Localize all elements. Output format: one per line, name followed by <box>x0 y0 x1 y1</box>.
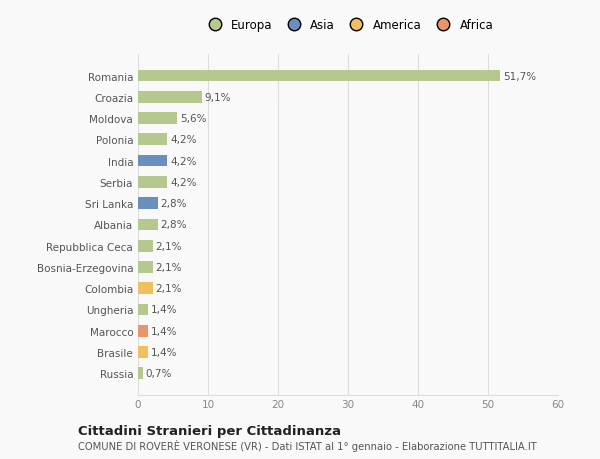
Legend: Europa, Asia, America, Africa: Europa, Asia, America, Africa <box>200 17 496 34</box>
Bar <box>138 283 152 294</box>
Text: 4,2%: 4,2% <box>170 135 197 145</box>
Bar <box>138 241 152 252</box>
Text: 2,8%: 2,8% <box>160 199 187 209</box>
Bar <box>138 177 167 188</box>
Text: 2,1%: 2,1% <box>155 241 182 251</box>
Bar <box>138 347 148 358</box>
Bar <box>138 262 152 273</box>
Text: 1,4%: 1,4% <box>151 305 177 315</box>
Bar <box>138 198 158 209</box>
Bar <box>138 92 202 103</box>
Text: 0,7%: 0,7% <box>146 369 172 379</box>
Bar <box>138 304 148 316</box>
Text: 5,6%: 5,6% <box>180 114 206 124</box>
Text: 1,4%: 1,4% <box>151 347 177 357</box>
Text: 4,2%: 4,2% <box>170 156 197 166</box>
Bar <box>138 219 158 231</box>
Bar <box>138 71 500 82</box>
Text: 2,1%: 2,1% <box>155 284 182 294</box>
Bar <box>138 368 143 379</box>
Text: 2,1%: 2,1% <box>155 263 182 272</box>
Text: 51,7%: 51,7% <box>503 71 536 81</box>
Text: 4,2%: 4,2% <box>170 178 197 187</box>
Bar <box>138 113 177 125</box>
Bar <box>138 134 167 146</box>
Text: 2,8%: 2,8% <box>160 220 187 230</box>
Text: Cittadini Stranieri per Cittadinanza: Cittadini Stranieri per Cittadinanza <box>78 424 341 437</box>
Bar <box>138 156 167 167</box>
Text: COMUNE DI ROVERÈ VERONESE (VR) - Dati ISTAT al 1° gennaio - Elaborazione TUTTITA: COMUNE DI ROVERÈ VERONESE (VR) - Dati IS… <box>78 439 537 451</box>
Text: 1,4%: 1,4% <box>151 326 177 336</box>
Text: 9,1%: 9,1% <box>205 93 231 102</box>
Bar <box>138 325 148 337</box>
